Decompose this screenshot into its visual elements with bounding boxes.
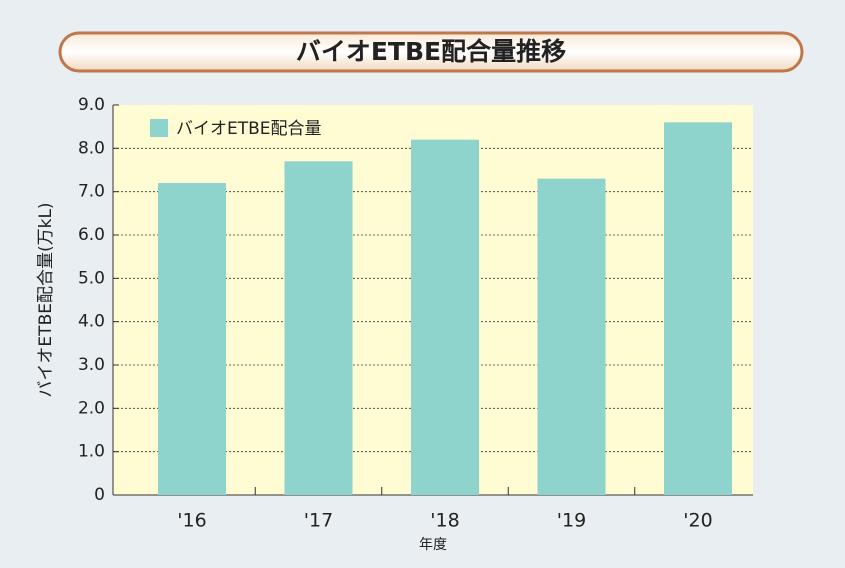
legend-label: バイオETBE配合量 — [176, 119, 322, 139]
y-axis-label: バイオETBE配合量(万kL) — [36, 202, 56, 397]
y-tick-label: 0 — [94, 485, 105, 505]
y-tick-label: 8.0 — [78, 138, 105, 158]
x-tick-label: '20 — [683, 510, 712, 532]
x-tick-label: '19 — [557, 510, 586, 532]
x-axis-label: 年度 — [419, 537, 447, 553]
y-tick-label: 2.0 — [78, 398, 105, 418]
title-box — [58, 31, 804, 73]
y-tick-label: 7.0 — [78, 182, 105, 202]
bar — [284, 161, 353, 496]
y-tick-label: 6.0 — [78, 225, 105, 245]
y-tick-label: 3.0 — [78, 355, 105, 375]
bar — [411, 139, 479, 495]
bar — [664, 122, 732, 495]
x-tick-label: '18 — [430, 510, 459, 532]
y-tick-label: 4.0 — [78, 312, 105, 332]
x-tick-label: '17 — [304, 510, 333, 532]
y-tick-label: 9.0 — [78, 95, 105, 115]
bar — [158, 183, 226, 495]
y-tick-label: 5.0 — [78, 268, 105, 288]
chart-title: バイオETBE配合量推移 — [296, 37, 566, 66]
bar — [537, 178, 606, 495]
x-tick-label: '16 — [177, 510, 206, 532]
legend-swatch — [150, 119, 168, 137]
y-tick-label: 1.0 — [78, 442, 105, 462]
